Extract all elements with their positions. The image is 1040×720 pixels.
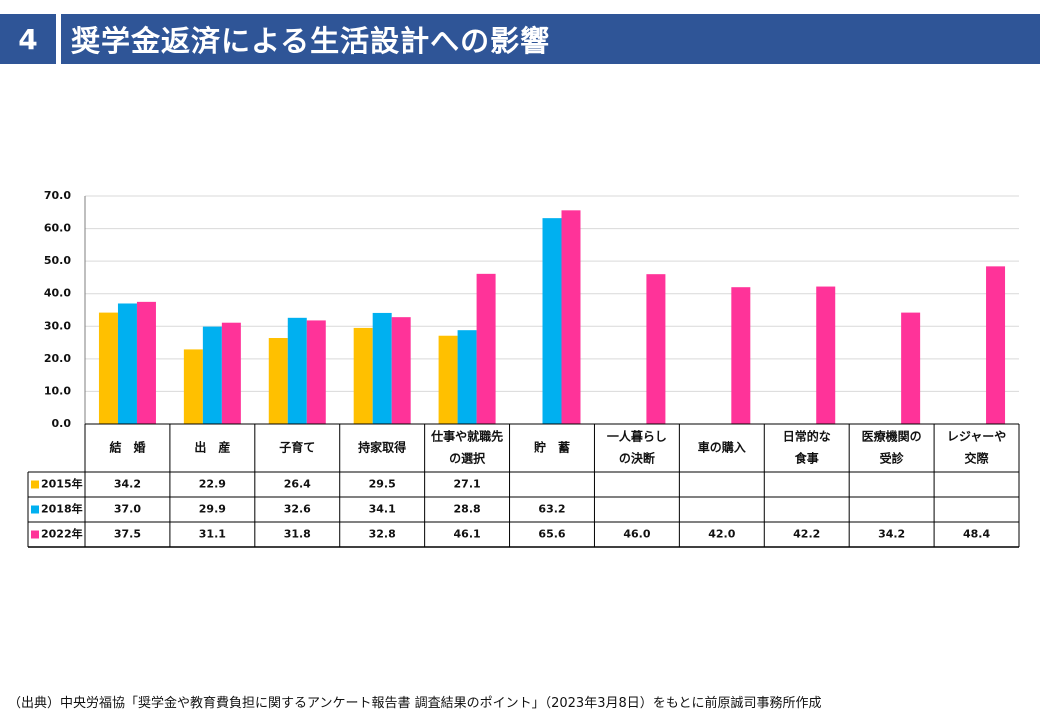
data-label: 34.2 bbox=[114, 478, 141, 491]
legend-key-2015年 bbox=[31, 480, 39, 489]
bar-2022年-6 bbox=[646, 274, 666, 424]
source-note: （出典）中央労福協「奨学金や教育費負担に関するアンケート報告書 調査結果のポイン… bbox=[8, 696, 822, 711]
category-label: の決断 bbox=[619, 451, 655, 466]
category-label: 子育て bbox=[279, 440, 315, 455]
bar-2022年-9 bbox=[901, 312, 921, 424]
data-label: 46.0 bbox=[623, 528, 650, 541]
y-tick-label: 70.0 bbox=[44, 189, 71, 202]
y-tick-label: 40.0 bbox=[44, 287, 71, 300]
y-tick-label: 30.0 bbox=[44, 319, 71, 332]
y-tick-label: 20.0 bbox=[44, 352, 71, 365]
bar-2018年-4 bbox=[457, 330, 477, 424]
bar-2022年-4 bbox=[476, 273, 496, 424]
category-label: の選択 bbox=[449, 451, 486, 466]
data-label: 32.6 bbox=[284, 503, 311, 516]
data-label: 29.5 bbox=[369, 478, 396, 491]
bar-2018年-1 bbox=[202, 326, 222, 424]
data-label: 34.2 bbox=[878, 528, 905, 541]
bar-2022年-3 bbox=[391, 317, 411, 424]
category-label: 日常的な bbox=[783, 429, 831, 444]
data-label: 46.1 bbox=[454, 528, 481, 541]
category-label: 貯 蓄 bbox=[534, 440, 570, 455]
data-label: 31.1 bbox=[199, 528, 226, 541]
bar-2022年-7 bbox=[731, 287, 751, 424]
legend-label: 2022年 bbox=[41, 527, 83, 541]
data-label: 27.1 bbox=[454, 478, 481, 491]
page-title: 奨学金返済による生活設計への影響 bbox=[61, 14, 1040, 64]
bar-2018年-0 bbox=[117, 303, 137, 424]
category-label: 車の購入 bbox=[698, 440, 746, 455]
data-label: 29.9 bbox=[199, 503, 226, 516]
legend-label: 2015年 bbox=[41, 477, 83, 491]
bar-2018年-3 bbox=[372, 312, 392, 424]
bar-2022年-5 bbox=[561, 210, 581, 424]
category-label: 受診 bbox=[880, 451, 905, 466]
category-label: 医療機関の bbox=[862, 429, 922, 444]
bar-2015年-3 bbox=[353, 327, 373, 424]
header-bar: 4 奨学金返済による生活設計への影響 bbox=[0, 14, 1040, 64]
y-tick-label: 50.0 bbox=[44, 254, 71, 267]
data-label: 48.4 bbox=[963, 528, 990, 541]
bar-2022年-1 bbox=[221, 322, 241, 424]
category-label: 一人暮らし bbox=[607, 429, 667, 444]
bar-2015年-4 bbox=[438, 335, 458, 424]
data-label: 42.0 bbox=[708, 528, 735, 541]
data-label: 32.8 bbox=[369, 528, 396, 541]
category-label: 持家取得 bbox=[358, 440, 406, 455]
category-label: 出 産 bbox=[194, 440, 230, 455]
legend-label: 2018年 bbox=[41, 502, 83, 516]
y-tick-label: 0.0 bbox=[52, 417, 72, 430]
legend-key-2018年 bbox=[31, 505, 39, 514]
category-label: 結 婚 bbox=[109, 440, 145, 455]
bar-2018年-5 bbox=[542, 218, 562, 424]
bar-2015年-2 bbox=[268, 338, 288, 424]
data-label: 63.2 bbox=[538, 503, 565, 516]
bar-2018年-2 bbox=[287, 317, 307, 424]
section-number: 4 bbox=[0, 14, 56, 64]
data-label: 22.9 bbox=[199, 478, 226, 491]
category-label: 仕事や就職先 bbox=[430, 429, 503, 444]
data-label: 31.8 bbox=[284, 528, 311, 541]
legend-key-2022年 bbox=[31, 530, 39, 539]
data-label: 26.4 bbox=[284, 478, 311, 491]
data-label: 28.8 bbox=[454, 503, 481, 516]
data-label: 37.5 bbox=[114, 528, 141, 541]
bar-2015年-0 bbox=[98, 312, 118, 424]
bar-2022年-0 bbox=[136, 301, 156, 424]
data-label: 42.2 bbox=[793, 528, 820, 541]
bar-2022年-10 bbox=[986, 266, 1006, 424]
y-tick-label: 10.0 bbox=[44, 384, 71, 397]
category-label: レジャーや bbox=[947, 430, 1006, 444]
data-label: 65.6 bbox=[538, 528, 565, 541]
data-label: 34.1 bbox=[369, 503, 396, 516]
bar-2022年-2 bbox=[306, 320, 326, 424]
bar-2015年-1 bbox=[183, 349, 203, 424]
category-label: 交際 bbox=[965, 451, 990, 466]
bar-2022年-8 bbox=[816, 286, 836, 424]
category-label: 食事 bbox=[794, 451, 819, 466]
y-tick-label: 60.0 bbox=[44, 222, 71, 235]
bar-chart: 0.0 10.0 20.0 30.0 40.0 50.0 60.0 70.0 結 婚 出 産 子育て… bbox=[27, 189, 1020, 548]
data-label: 37.0 bbox=[114, 503, 141, 516]
